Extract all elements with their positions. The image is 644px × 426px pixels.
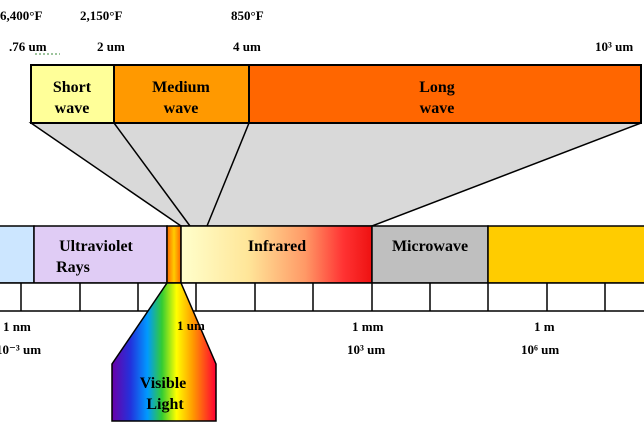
radio-band xyxy=(487,225,644,284)
infrared-label: Infrared xyxy=(248,238,306,255)
short-wave-band xyxy=(30,64,115,124)
scale-1mm: 1 mm xyxy=(352,319,384,334)
wavelength-1000um: 10³ um xyxy=(595,39,633,54)
scale-row-frame xyxy=(0,282,644,312)
long-wave-band xyxy=(248,64,642,124)
scale-1m-um: 10⁶ um xyxy=(521,342,559,357)
medium-wave-band xyxy=(113,64,250,124)
scale-1mm-um: 10³ um xyxy=(347,342,385,357)
scale-1nm-um: 10⁻³ um xyxy=(0,342,41,357)
scale-1nm: 1 nm xyxy=(3,319,31,334)
ultraviolet-label-line1: Ultraviolet xyxy=(59,238,133,255)
wavelength-4um: 4 um xyxy=(233,39,261,54)
temperature-6400: 6,400°F xyxy=(0,8,42,23)
visible-band-strip xyxy=(166,225,182,284)
wavelength-2um: 2 um xyxy=(97,39,125,54)
microwave-label: Microwave xyxy=(392,238,468,255)
visible-label-line2: Light xyxy=(146,396,184,413)
infrared-expansion-funnel xyxy=(28,122,642,227)
long-wave-label-line1: Long xyxy=(419,79,455,96)
scale-tick-row xyxy=(0,282,644,312)
scale-1m: 1 m xyxy=(534,319,555,334)
temperature-850: 850°F xyxy=(231,8,264,23)
funnel-divider-medium-long xyxy=(206,122,250,227)
ultraviolet-label-line2: Rays xyxy=(56,259,90,276)
medium-wave-label-line2: wave xyxy=(164,100,199,117)
funnel-divider-short-medium xyxy=(113,122,191,227)
short-wave-label-line2: wave xyxy=(55,100,90,117)
long-wave-label-line2: wave xyxy=(420,100,455,117)
xray-band xyxy=(0,225,35,284)
medium-wave-label-line1: Medium xyxy=(152,79,210,96)
temperature-2150: 2,150°F xyxy=(80,8,122,23)
short-wave-label-line1: Short xyxy=(53,79,92,96)
scale-1um: 1 um xyxy=(177,318,205,333)
visible-light-expansion xyxy=(111,282,217,422)
wavelength-076um: .76 um xyxy=(9,39,47,54)
visible-label-line1: Visible xyxy=(140,375,187,392)
